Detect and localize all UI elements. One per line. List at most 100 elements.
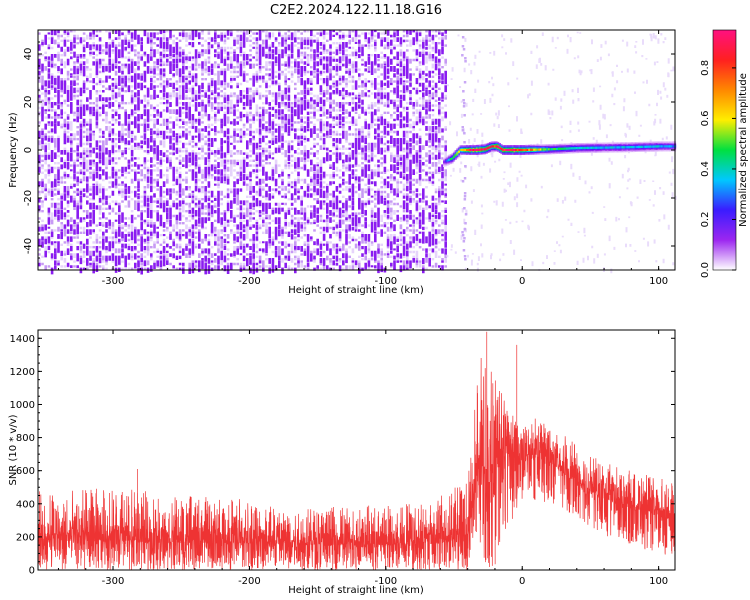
signal-cell <box>623 146 626 149</box>
snr-y-tick-label: 200 <box>16 532 35 543</box>
signal-cell <box>456 152 459 155</box>
signal-cell <box>639 145 642 148</box>
signal-cell <box>574 147 577 150</box>
signal-cell <box>449 158 452 161</box>
signal-cell <box>487 146 490 149</box>
spectrogram-x-tick-label: -300 <box>102 276 125 287</box>
spectrogram-noise-layer <box>38 30 447 275</box>
signal-cell <box>547 148 551 151</box>
signal-cell <box>461 148 464 152</box>
noise-mid-cells <box>38 30 447 270</box>
signal-cell <box>615 146 618 149</box>
signal-cell <box>480 148 483 151</box>
signal-cell <box>490 145 493 148</box>
signal-cell <box>513 148 516 152</box>
signal-cell <box>551 148 554 151</box>
signal-cell <box>670 145 673 148</box>
snr-y-tick-label: 600 <box>16 466 35 477</box>
snr-panel: -300 -200 -100 0 100 0 200 400 600 800 1000 1200 14… <box>8 329 676 596</box>
signal-cell <box>508 148 511 152</box>
signal-cell <box>472 148 475 152</box>
signal-cell <box>452 155 456 158</box>
signal-cell <box>613 146 616 149</box>
snr-x-tick-label: -100 <box>374 576 397 587</box>
signal-cell <box>657 145 660 148</box>
signal-cell <box>528 148 531 151</box>
signal-cell <box>592 146 595 149</box>
signal-cell <box>536 148 539 151</box>
colorbar-axis: 0.0 0.2 0.4 0.6 0.8 <box>700 29 737 278</box>
signal-cell <box>529 148 533 151</box>
signal-cell <box>603 146 606 149</box>
spectrogram-x-axis: -300 -200 -100 0 100 <box>57 30 668 287</box>
signal-cell <box>564 147 567 150</box>
signal-cell <box>482 148 485 151</box>
signal-cell <box>582 146 585 150</box>
signal-cell <box>443 160 446 164</box>
signal-cell <box>459 148 462 152</box>
signal-cell <box>561 147 564 150</box>
signal-cell <box>583 146 587 150</box>
signal-cell <box>523 148 526 152</box>
signal-cell <box>637 145 641 148</box>
signal-cell <box>488 146 492 149</box>
signal-cell <box>618 146 621 149</box>
signal-cell <box>557 147 560 150</box>
signal-cell <box>502 148 505 152</box>
spectrogram-y-tick-label: -20 <box>23 190 34 206</box>
signal-cell <box>644 145 647 148</box>
signal-cell <box>628 146 631 149</box>
signal-cell <box>587 146 590 149</box>
signal-cell <box>611 146 614 149</box>
signal-cell <box>624 146 627 149</box>
signal-cell <box>497 145 500 148</box>
signal-cell <box>585 146 588 149</box>
snr-y-axis: 0 200 400 600 800 1000 1200 1400 <box>10 329 675 577</box>
snr-y-tick-label: 1200 <box>10 367 35 378</box>
signal-cell <box>669 145 672 148</box>
signal-cell <box>672 145 675 148</box>
signal-cell <box>457 150 460 153</box>
signal-cell <box>633 146 636 149</box>
signal-cell <box>636 145 639 149</box>
colorbar-frame <box>712 29 737 271</box>
snr-y-tick-label: 0 <box>29 566 35 577</box>
signal-cell <box>521 148 524 152</box>
signal-cell <box>590 146 593 149</box>
signal-cell <box>507 148 510 152</box>
signal-cell <box>626 146 629 149</box>
colorbar-tick-label: 0.8 <box>700 60 711 76</box>
signal-cell <box>470 148 474 152</box>
signal-cell <box>446 159 449 162</box>
snr-y-tick-label: 1400 <box>10 334 35 345</box>
signal-cell <box>525 148 528 151</box>
colorbar-tick-label: 0.6 <box>700 110 711 126</box>
signal-cell <box>479 148 482 151</box>
snr-trace-group <box>38 331 675 570</box>
snr-series-line <box>38 331 675 570</box>
spectrogram-y-tick-label: 40 <box>23 48 34 61</box>
signal-cell <box>469 148 472 152</box>
spectrogram-y-tick-label: 20 <box>23 96 34 109</box>
spectrogram-y-label: Frequency (Hz) <box>8 112 19 188</box>
snr-x-axis: -300 -200 -100 0 100 <box>57 330 668 587</box>
signal-cell <box>646 145 649 148</box>
sparse-faint-cells <box>446 31 677 274</box>
signal-cell <box>605 146 608 149</box>
signal-cell <box>533 148 536 151</box>
signal-cell <box>577 147 580 150</box>
colorbar-gradient <box>713 30 736 270</box>
signal-cell <box>474 148 477 152</box>
signal-cell <box>652 145 655 148</box>
signal-cell <box>511 148 515 152</box>
signal-core <box>443 145 677 164</box>
signal-cell <box>554 148 557 151</box>
signal-cell <box>559 147 562 150</box>
snr-x-tick-label: -200 <box>238 576 261 587</box>
signal-cell <box>664 145 667 148</box>
snr-x-tick-label: 100 <box>649 576 668 587</box>
snr-y-label: SNR (10 * v/v) <box>8 414 19 485</box>
signal-cell <box>629 146 632 149</box>
